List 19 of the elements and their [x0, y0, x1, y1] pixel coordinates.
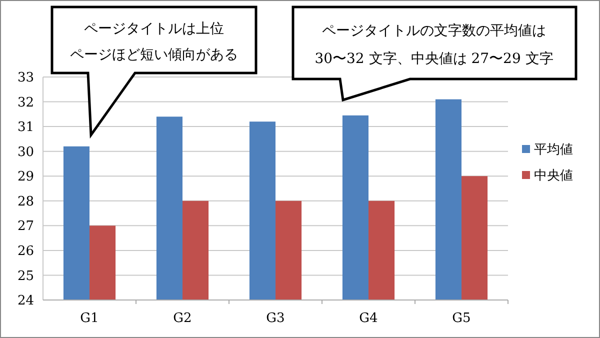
- x-tick-label: G5: [452, 311, 471, 326]
- text: ページタイトルの文字数の平均値は30〜32 文字、中央値は 27〜29 文字: [314, 22, 554, 67]
- y-tick-label: 25: [17, 268, 34, 284]
- x-tick-label: G3: [266, 311, 285, 326]
- text: ページタイトルは上位ページほど短い傾向がある: [70, 20, 238, 63]
- x-tick-label: G1: [80, 311, 99, 326]
- y-tick-label: 32: [17, 95, 34, 110]
- y-tick-label: 27: [17, 219, 34, 234]
- legend-label: 平均値: [534, 142, 573, 158]
- legend-label: 中央値: [534, 168, 573, 184]
- y-tick-label: 30: [17, 144, 34, 160]
- y-tick-label: 33: [17, 70, 34, 86]
- x-tick-label: G4: [359, 311, 378, 326]
- x-tick-label: G2: [173, 311, 192, 326]
- y-tick-label: 31: [17, 120, 34, 136]
- y-tick-label: 28: [17, 194, 34, 210]
- y-tick-label: 24: [17, 294, 34, 309]
- y-tick-label: 29: [17, 170, 34, 185]
- y-tick-label: 26: [17, 244, 34, 259]
